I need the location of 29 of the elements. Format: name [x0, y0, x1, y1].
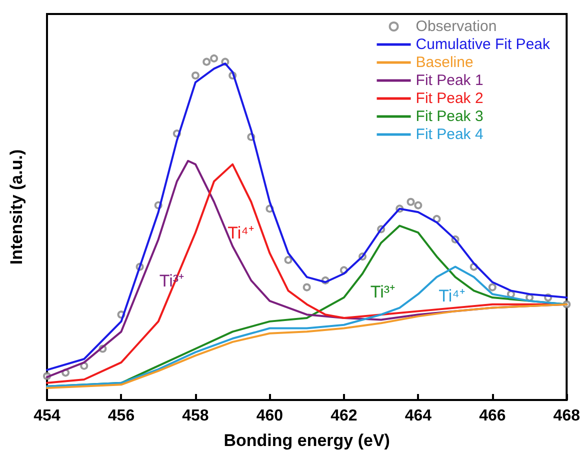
- point: [284, 256, 292, 264]
- point: [414, 201, 422, 210]
- annotation: Ti⁴⁺: [228, 224, 254, 242]
- legend-label: Cumulative Fit Peak: [416, 36, 550, 53]
- y-axis-title: Intensity (a.u.): [7, 149, 26, 265]
- point: [202, 58, 211, 66]
- x-tick-label: 460: [256, 408, 284, 424]
- x-tick-label: 454: [34, 408, 60, 424]
- legend-label: Fit Peak 3: [416, 108, 484, 125]
- point: [210, 54, 218, 62]
- annotation: Ti⁴⁺: [438, 286, 466, 306]
- point: [191, 71, 200, 80]
- legend-label: Fit Peak 4: [416, 126, 484, 143]
- annotation: Ti³⁺: [370, 282, 396, 302]
- legend-label: Observation: [416, 18, 497, 35]
- x-tick-label: 468: [553, 408, 580, 424]
- x-tick-label: 458: [182, 408, 209, 424]
- x-tick-label: 462: [330, 408, 358, 424]
- x-tick-label: 466: [479, 408, 506, 424]
- point: [80, 362, 88, 370]
- point: [302, 283, 311, 292]
- point: [406, 198, 415, 206]
- x-tick-label: 464: [404, 408, 432, 424]
- x-tick-label: 456: [108, 408, 135, 424]
- x-axis-title: Bonding energy (eV): [224, 431, 390, 450]
- legend-label: Baseline: [416, 54, 474, 71]
- legend-label: Fit Peak 1: [416, 72, 484, 89]
- point: [488, 283, 496, 292]
- legend-label: Fit Peak 2: [416, 90, 484, 107]
